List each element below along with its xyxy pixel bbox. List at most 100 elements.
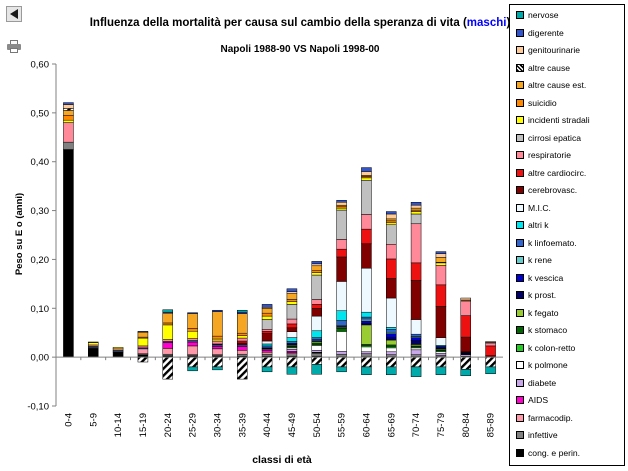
bar-segment bbox=[336, 353, 347, 357]
x-tick-label: 25-29 bbox=[188, 413, 199, 437]
legend-swatch bbox=[516, 133, 524, 142]
bar-segment bbox=[212, 335, 223, 340]
bar-segment bbox=[410, 211, 422, 215]
bar-segment bbox=[311, 345, 322, 351]
bar-segment bbox=[286, 323, 298, 329]
bar-segment bbox=[386, 347, 397, 353]
legend-label: k linfoemato. bbox=[528, 237, 577, 248]
y-axis: -0,10 0,00 0,10 0,20 0,30 0,40 0,50 0,60 bbox=[27, 60, 57, 413]
bar-segment bbox=[410, 280, 422, 320]
bar-segment bbox=[336, 366, 347, 373]
title-accent: maschi bbox=[467, 17, 507, 29]
bar-segment bbox=[137, 345, 149, 349]
legend-item: k colon-retto bbox=[516, 341, 575, 355]
bar-segment bbox=[88, 342, 99, 346]
legend-item: k fegato bbox=[516, 306, 559, 320]
bar-segment bbox=[311, 337, 322, 340]
bars bbox=[63, 102, 496, 380]
printer-icon[interactable] bbox=[7, 40, 21, 53]
bar-segment bbox=[410, 347, 422, 351]
bar-segment bbox=[435, 251, 447, 254]
bar-segment bbox=[311, 263, 322, 267]
legend-label: altre cardiocirc. bbox=[528, 167, 587, 178]
bar-segment bbox=[435, 262, 447, 266]
bar-segment bbox=[311, 315, 322, 332]
bar-segment bbox=[386, 366, 397, 375]
bar-segment bbox=[311, 274, 322, 300]
bar-segment bbox=[361, 167, 372, 172]
bar-segment bbox=[386, 213, 397, 220]
bar-segment bbox=[336, 328, 347, 331]
bar-segment bbox=[336, 248, 347, 258]
bar-segment bbox=[311, 261, 322, 265]
legend-item: altre cause est. bbox=[516, 78, 586, 92]
bar-segment bbox=[286, 366, 298, 375]
bar-segment bbox=[336, 205, 347, 209]
bar-segment bbox=[460, 369, 471, 376]
x-tick-label: 70-74 bbox=[411, 413, 422, 437]
bar-segment bbox=[460, 300, 471, 316]
bar-segment bbox=[410, 204, 422, 209]
legend-item: genitourinarie bbox=[516, 43, 580, 57]
bar-segment bbox=[485, 345, 496, 356]
bar-segment bbox=[162, 342, 173, 349]
bar-segment bbox=[162, 322, 173, 326]
bar-segment bbox=[386, 327, 397, 330]
x-tick-label: 65-69 bbox=[386, 413, 397, 437]
bar-segment bbox=[212, 356, 223, 368]
legend-item: cerebrovasc. bbox=[516, 183, 577, 197]
bar-segment bbox=[187, 328, 198, 332]
bar-segment bbox=[63, 115, 74, 121]
legend-label: infettive bbox=[528, 430, 558, 440]
legend-item: k polmone bbox=[516, 358, 568, 372]
legend-item: digerente bbox=[516, 26, 564, 40]
bar-segment bbox=[63, 110, 74, 116]
x-tick-label: 15-19 bbox=[138, 413, 149, 437]
x-tick-label: 0-4 bbox=[63, 413, 74, 427]
bar-segment bbox=[137, 356, 149, 363]
legend-label: k fegato bbox=[528, 307, 559, 318]
bar-segment bbox=[460, 315, 471, 338]
bar-segment bbox=[336, 202, 347, 206]
legend-label: AIDS bbox=[528, 395, 549, 405]
bar-segment bbox=[63, 104, 74, 109]
bar-segment bbox=[88, 348, 99, 358]
bar-segment bbox=[386, 356, 397, 368]
bar-segment bbox=[361, 171, 372, 176]
legend-item: infettive bbox=[516, 428, 558, 442]
bar-segment bbox=[410, 356, 422, 368]
bar-segment bbox=[311, 330, 322, 338]
bar-segment bbox=[237, 356, 248, 380]
bar-segment bbox=[336, 356, 347, 368]
legend-item: diabete bbox=[516, 376, 556, 390]
x-tick-label: 40-44 bbox=[262, 413, 273, 437]
bar-segment bbox=[286, 337, 298, 342]
legend-swatch bbox=[516, 203, 524, 212]
bar-segment bbox=[162, 339, 173, 342]
x-tick-label: 80-84 bbox=[461, 413, 472, 437]
bar-segment bbox=[311, 350, 322, 353]
bar-segment bbox=[386, 224, 397, 245]
x-tick-label: 75-79 bbox=[436, 413, 447, 437]
legend-label: respiratorie bbox=[528, 150, 571, 160]
bar-segment bbox=[261, 353, 273, 357]
legend-label: k vescica bbox=[528, 272, 564, 283]
legend-swatch bbox=[516, 413, 524, 422]
title-part-3: ) bbox=[506, 17, 510, 29]
bar-segment bbox=[361, 311, 372, 318]
bar-segment bbox=[286, 353, 298, 357]
bar-segment bbox=[485, 341, 496, 343]
bar-segment bbox=[63, 141, 74, 150]
x-tick-label: 35-39 bbox=[237, 413, 248, 437]
bar-segment bbox=[361, 228, 372, 245]
bar-segment bbox=[237, 342, 248, 346]
bar-segment bbox=[361, 353, 372, 357]
back-arrow-icon[interactable] bbox=[6, 6, 22, 22]
bar-segment bbox=[386, 278, 397, 299]
bar-segment bbox=[361, 356, 372, 368]
bar-segment bbox=[261, 350, 273, 353]
bar-segment bbox=[435, 366, 447, 375]
x-tick-label: 60-64 bbox=[361, 413, 372, 437]
bar-segment bbox=[435, 356, 447, 368]
legend-label: diabete bbox=[528, 377, 557, 388]
